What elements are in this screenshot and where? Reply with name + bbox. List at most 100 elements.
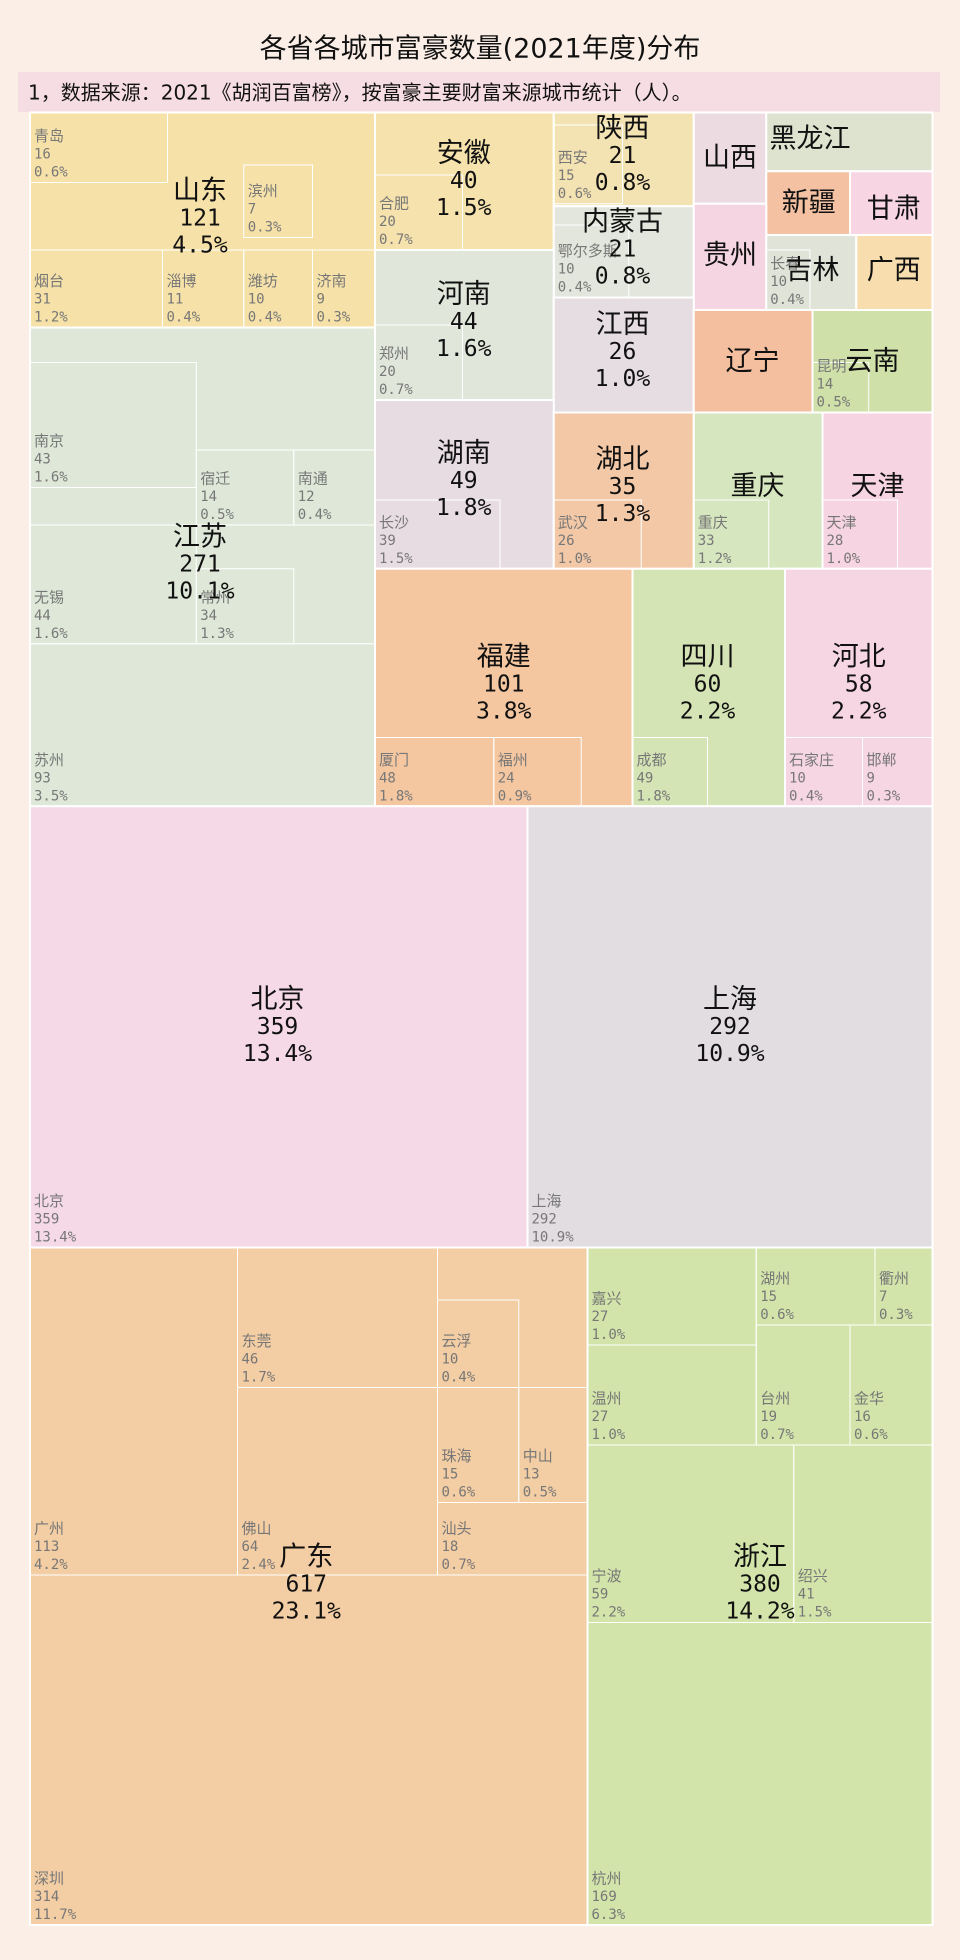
city-share: 0.4% bbox=[442, 1370, 476, 1386]
city-name: 烟台 bbox=[34, 272, 64, 290]
city-value: 39 bbox=[379, 533, 396, 549]
city-name: 长沙 bbox=[379, 513, 409, 531]
city-share: 1.0% bbox=[592, 1427, 626, 1443]
city-value: 14 bbox=[817, 377, 834, 393]
province-area bbox=[552, 111, 695, 208]
city-name: 重庆 bbox=[698, 513, 728, 531]
city-name: 滨州 bbox=[248, 182, 278, 200]
city-share: 0.7% bbox=[760, 1427, 794, 1443]
city-value: 15 bbox=[558, 168, 575, 184]
province-area bbox=[855, 234, 934, 311]
province-name: 甘肃 bbox=[867, 194, 921, 225]
province-name: 贵州 bbox=[703, 240, 757, 271]
city-value: 93 bbox=[34, 770, 51, 786]
city-name: 苏州 bbox=[34, 751, 64, 769]
province-share: 1.3% bbox=[595, 501, 651, 527]
treemap: 青岛 16 0.6% 滨州 7 0.3% 烟台 31 1.2% 淄博 11 0.4% 潍坊 10 0.4% 济… bbox=[29, 111, 934, 1926]
city-value: 48 bbox=[379, 770, 396, 786]
city-name: 宁波 bbox=[592, 1567, 622, 1585]
city-value: 34 bbox=[200, 608, 217, 624]
city-name: 长春 bbox=[770, 255, 800, 273]
city-name: 杭州 bbox=[592, 1870, 622, 1888]
city-name: 郑州 bbox=[379, 345, 409, 363]
city-share: 0.4% bbox=[248, 310, 282, 326]
province-value: 44 bbox=[450, 309, 478, 335]
city-share: 1.8% bbox=[637, 788, 671, 804]
city-value: 27 bbox=[592, 1409, 609, 1425]
city-name: 武汉 bbox=[558, 513, 588, 531]
city-name: 天津 bbox=[827, 513, 857, 531]
province-share: 14.2% bbox=[725, 1599, 794, 1625]
city-name: 衢州 bbox=[879, 1270, 909, 1288]
province-value: 101 bbox=[483, 672, 525, 698]
province-name: 上海 bbox=[703, 984, 757, 1015]
province-name: 重庆 bbox=[731, 471, 785, 502]
city-name: 中山 bbox=[523, 1447, 553, 1465]
city-name: 上海 bbox=[532, 1192, 562, 1210]
province-value: 271 bbox=[179, 552, 221, 578]
city-value: 10 bbox=[248, 292, 265, 308]
city-share: 0.4% bbox=[789, 788, 823, 804]
province-share: 1.8% bbox=[436, 495, 492, 521]
city-share: 1.0% bbox=[827, 551, 861, 567]
province-area bbox=[849, 170, 934, 236]
city-value: 59 bbox=[592, 1587, 609, 1603]
city-name: 温州 bbox=[592, 1390, 622, 1408]
city-value: 20 bbox=[379, 214, 396, 230]
city-share: 0.3% bbox=[879, 1307, 913, 1323]
province-area bbox=[552, 205, 695, 299]
city-name: 无锡 bbox=[34, 588, 64, 606]
city-value: 11 bbox=[167, 292, 184, 308]
province-area bbox=[811, 309, 934, 414]
city-share: 11.7% bbox=[34, 1907, 77, 1923]
city-name: 深圳 bbox=[34, 1870, 64, 1888]
city-area bbox=[29, 362, 197, 488]
province-area bbox=[29, 805, 529, 1249]
city-share: 13.4% bbox=[34, 1230, 77, 1246]
city-name: 绍兴 bbox=[798, 1567, 828, 1585]
city-value: 41 bbox=[798, 1587, 815, 1603]
province-name: 辽宁 bbox=[726, 346, 780, 377]
province-name: 黑龙江 bbox=[770, 124, 851, 155]
subtitle-band bbox=[18, 72, 940, 112]
city-share: 1.2% bbox=[698, 551, 732, 567]
province-share: 2.2% bbox=[680, 699, 736, 725]
province-area bbox=[692, 202, 768, 311]
city-value: 13 bbox=[523, 1467, 540, 1483]
city-value: 64 bbox=[242, 1539, 259, 1555]
city-share: 3.5% bbox=[34, 788, 68, 804]
city-share: 2.4% bbox=[242, 1557, 276, 1573]
province-name: 安徽 bbox=[437, 138, 491, 169]
province-value: 60 bbox=[694, 672, 722, 698]
province-share: 1.0% bbox=[595, 366, 651, 392]
city-share: 1.6% bbox=[34, 626, 68, 642]
city-value: 16 bbox=[854, 1409, 871, 1425]
province-name: 广东 bbox=[279, 1542, 333, 1573]
province-area bbox=[765, 234, 858, 311]
city-value: 12 bbox=[298, 489, 315, 505]
city-value: 314 bbox=[34, 1889, 59, 1905]
city-name: 合肥 bbox=[379, 195, 409, 213]
city-value: 18 bbox=[442, 1539, 459, 1555]
city-share: 0.6% bbox=[34, 165, 68, 181]
province-value: 359 bbox=[257, 1014, 299, 1040]
province-name: 湖南 bbox=[437, 438, 491, 469]
city-name: 青岛 bbox=[34, 127, 64, 145]
city-share: 0.7% bbox=[379, 232, 413, 248]
province-value: 58 bbox=[845, 672, 873, 698]
city-value: 10 bbox=[558, 262, 575, 278]
province-area bbox=[526, 805, 934, 1249]
province-name: 北京 bbox=[251, 984, 305, 1015]
province-name: 陕西 bbox=[596, 113, 650, 144]
city-value: 15 bbox=[442, 1467, 459, 1483]
city-share: 2.2% bbox=[592, 1605, 626, 1621]
province-share: 13.4% bbox=[243, 1041, 312, 1067]
city-area bbox=[553, 124, 623, 205]
province-value: 26 bbox=[609, 339, 637, 365]
city-share: 0.5% bbox=[523, 1485, 557, 1501]
province-value: 292 bbox=[709, 1014, 751, 1040]
province-share: 0.8% bbox=[595, 264, 651, 290]
city-name: 济南 bbox=[317, 272, 347, 290]
city-share: 4.2% bbox=[34, 1557, 68, 1573]
